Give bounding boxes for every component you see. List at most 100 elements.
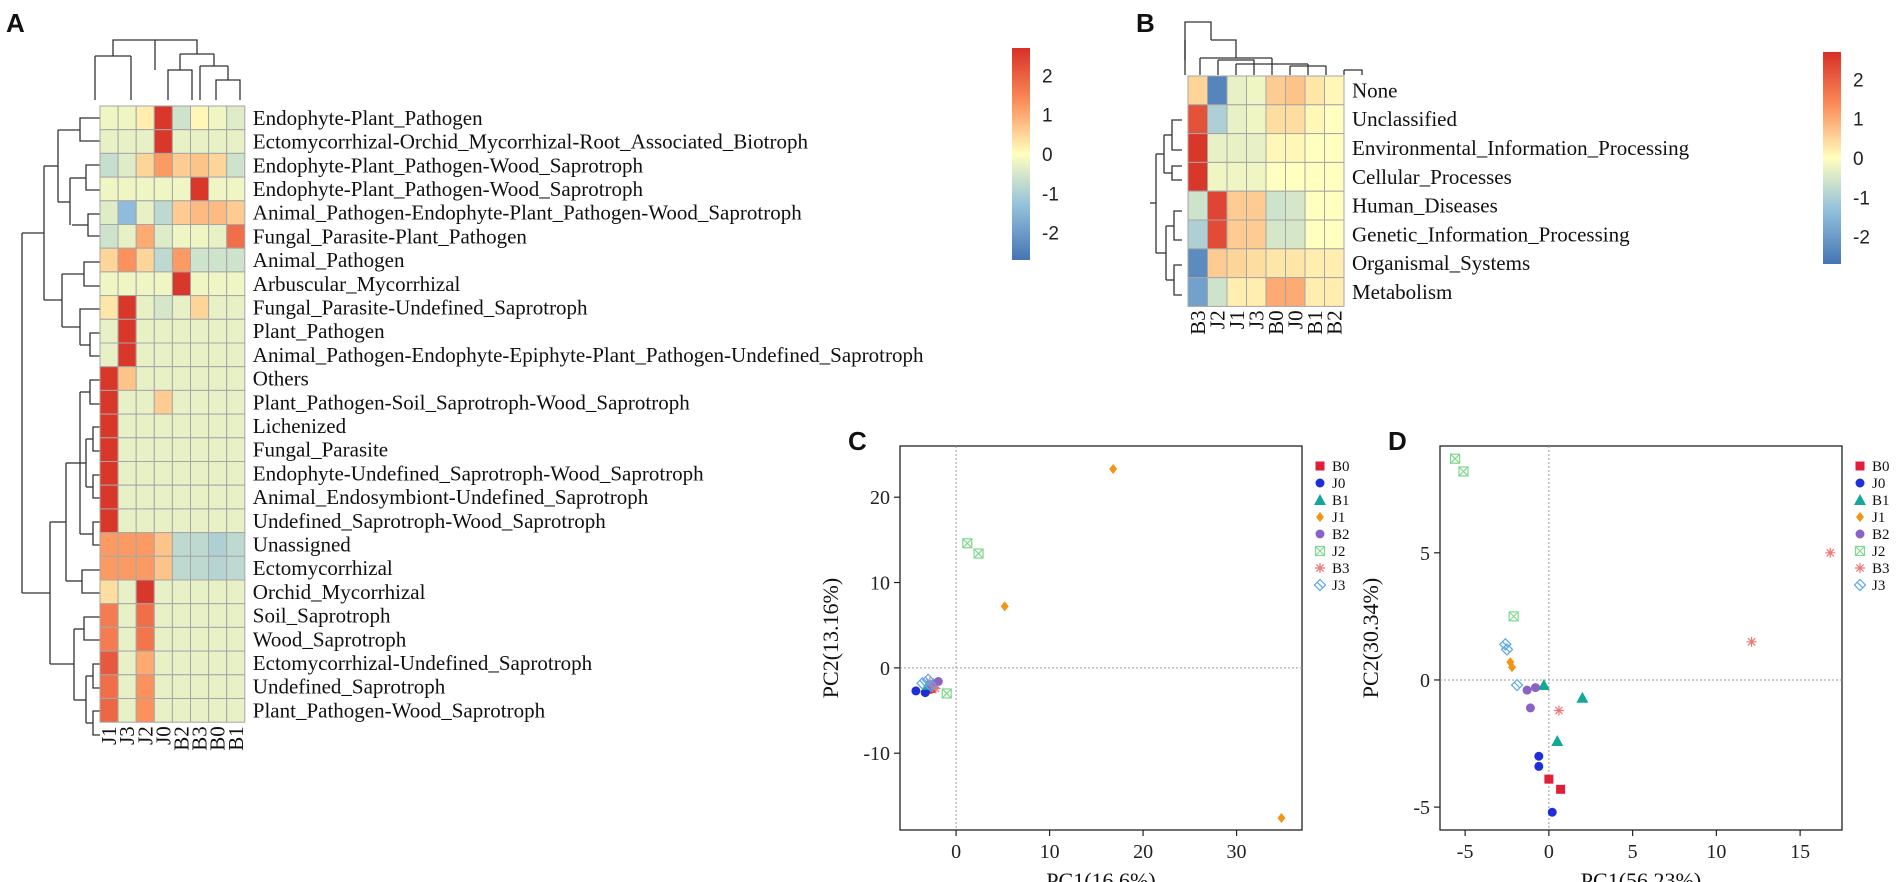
panel-label-c: C [848,426,867,456]
a-cell [135,342,155,368]
a-cell [153,532,173,557]
b-cell [1187,219,1208,250]
a-cell [153,318,173,344]
a-cell [153,105,173,131]
b-colorbar-gradient [1823,52,1841,264]
d-legend-label: B2 [1872,527,1890,543]
c-legend-label: B3 [1332,561,1350,577]
a-cell [208,152,228,178]
a-cell [117,626,137,652]
a-cell [208,579,228,605]
a-cell [208,626,228,652]
a-cell [117,508,137,534]
d-legend-label: B1 [1872,493,1890,509]
b-cell [1304,190,1325,221]
a-cell [226,484,246,510]
a-row-label: Endophyte-Plant_Pathogen-Wood_Saprotroph [253,153,644,177]
b-cell [1265,161,1286,192]
a-cell [135,650,155,676]
b-cell [1187,161,1208,192]
b-cell [1187,75,1208,106]
a-cell [117,484,137,510]
panel-b: B [1136,8,1870,335]
d-point-b3 [1746,636,1757,647]
a-column-label: B2 [169,726,193,751]
a-cell [226,318,246,344]
a-column-label: J3 [115,726,139,745]
c-point-j1 [1109,464,1118,475]
b-colorbar-tick: 0 [1853,149,1864,170]
a-cell [208,271,228,297]
a-cell [153,389,173,415]
d-point-j3 [1498,638,1512,651]
a-cell [171,152,191,178]
a-cell [171,461,191,486]
d-legend-label: J0 [1872,476,1885,492]
b-colorbar-tick: -2 [1853,228,1870,249]
a-row-label: Arbuscular_Mycorrhizal [253,272,461,296]
a-cell [135,105,155,131]
a-row-label: Plant_Pathogen-Wood_Saprotroph [253,698,546,722]
a-cell [190,295,210,320]
b-column-label: B0 [1264,310,1288,335]
a-cell [117,532,137,557]
b-column-label: J2 [1205,310,1229,329]
a-cell [190,484,210,510]
a-cell [226,603,246,628]
a-cell [226,437,246,462]
a-cell [135,200,155,226]
a-cell [226,247,246,273]
a-cell [99,484,119,510]
d-point-b2 [1522,685,1532,695]
b-cell [1226,104,1247,135]
a-cell [190,342,210,368]
a-cell [190,224,210,249]
b-row-label: None [1352,78,1398,102]
b-row-dendrogram [1150,119,1182,296]
b-row-label: Cellular_Processes [1352,165,1512,189]
c-legend-marker-j3 [1313,578,1327,592]
a-column-label: J1 [97,726,121,745]
a-cell [135,698,155,723]
a-cell [171,389,191,415]
a-cell [153,366,173,391]
b-cell [1285,190,1306,221]
d-point-b1 [1551,734,1564,746]
b-cell [1304,277,1325,307]
b-cell [1285,219,1306,250]
a-cell [208,129,228,154]
a-cell [190,626,210,652]
a-cell [171,555,191,581]
a-row-label: Plant_Pathogen [253,319,385,343]
a-cell [171,626,191,652]
a-row-label: Ectomycorrhizal-Orchid_Mycorrhizal-Root_… [253,130,809,154]
a-cell [99,129,119,154]
a-cell [117,152,137,178]
b-cell [1246,133,1267,163]
a-cell [208,532,228,557]
b-cell [1324,277,1345,307]
a-cell [153,247,173,273]
c-point-b3 [930,683,941,694]
a-cell [171,247,191,273]
d-y-tick-label: -5 [1413,797,1430,819]
d-x-tick-label: 15 [1790,841,1810,863]
b-cell [1285,161,1306,192]
a-cell [171,532,191,557]
d-legend-marker-j1 [1856,512,1864,522]
b-cell [1304,248,1325,279]
a-cell [171,105,191,131]
d-legend-marker-b2 [1855,529,1865,539]
a-cell [117,603,137,628]
c-y-tick-label: 0 [880,658,890,680]
d-point-j2 [1508,611,1519,622]
b-cell [1265,75,1286,106]
a-cell [226,650,246,676]
a-cell [117,555,137,581]
a-cell [135,603,155,628]
a-cell [117,176,137,202]
a-cell [99,650,119,676]
a-cell [190,176,210,202]
a-cell [226,295,246,320]
a-cell [135,224,155,249]
